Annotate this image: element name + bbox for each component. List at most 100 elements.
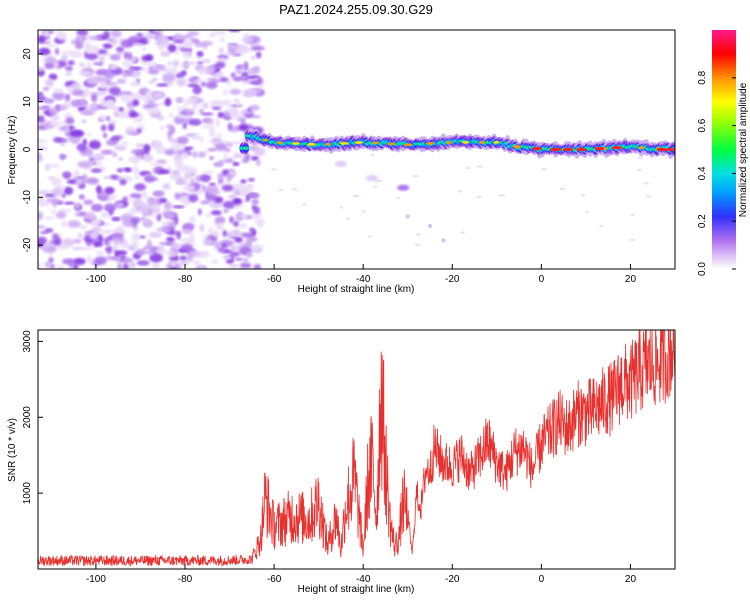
heatmap-cell (132, 43, 144, 47)
heatmap-cell (159, 125, 165, 131)
heatmap-cell (229, 88, 242, 95)
heatmap-cell (110, 245, 120, 250)
heatmap-cell (116, 168, 124, 173)
heatmap-cell (64, 65, 73, 71)
heatmap-cell (405, 214, 410, 219)
heatmap-cell (372, 141, 379, 145)
heatmap-cell (207, 226, 214, 236)
heatmap-cell (134, 183, 146, 191)
heatmap-cell (132, 166, 140, 175)
heatmap-cell (637, 156, 644, 160)
heatmap-cell (60, 154, 65, 161)
heatmap-cell (202, 239, 213, 245)
heatmap-cell (202, 59, 211, 63)
heatmap-cell (99, 80, 108, 90)
y-tick-label: 2000 (22, 406, 33, 429)
heatmap-cell (104, 255, 115, 261)
heatmap-cell (199, 174, 212, 183)
heatmap-cell (203, 170, 214, 175)
heatmap-cell (238, 123, 249, 131)
heatmap-cell (345, 217, 350, 220)
heatmap-cell (226, 49, 238, 56)
x-tick-label: 20 (625, 274, 637, 285)
heatmap-cell (43, 30, 50, 37)
heatmap-cell (61, 192, 66, 199)
heatmap-cell (165, 67, 179, 75)
heatmap-cell (210, 210, 222, 216)
heatmap-cell (86, 148, 94, 158)
snr-panel: -100 -80 -60 -40 -20 0 20 1000 2000 3000 Height … (7, 329, 676, 595)
heatmap-cell (230, 244, 236, 253)
x-tick-label: -20 (445, 274, 460, 285)
heatmap-cell (163, 201, 172, 211)
heatmap-cell (403, 143, 413, 147)
heatmap-cell (131, 240, 140, 249)
heatmap-cell (138, 112, 144, 121)
heatmap-cell (100, 149, 114, 155)
colorbar-tick-label: 0.4 (697, 166, 708, 180)
heatmap-cell (85, 177, 100, 185)
heatmap-cell (75, 176, 86, 180)
heatmap-cell (637, 168, 642, 172)
heatmap-cell (228, 264, 240, 268)
heatmap-cell (65, 117, 75, 125)
heatmap-cell (100, 124, 107, 132)
heatmap-cell (199, 223, 205, 232)
colorbar: 0.0 0.2 0.4 0.6 0.8 Normalized spectral ampl… (697, 30, 749, 276)
heatmap-cell (127, 52, 133, 61)
heatmap-cell (221, 184, 234, 192)
heatmap-cell (152, 262, 160, 269)
y-tick-label: 3000 (22, 330, 33, 353)
heatmap-cell (458, 190, 463, 193)
heatmap-cell (76, 30, 89, 36)
heatmap-cell (167, 44, 177, 53)
heatmap-cell (476, 195, 482, 199)
heatmap-cell (186, 113, 192, 118)
heatmap-cell (53, 237, 62, 246)
heatmap-cell (147, 68, 160, 75)
heatmap-cell (216, 133, 222, 140)
heatmap-cell (89, 231, 99, 240)
heatmap-cell (208, 120, 214, 126)
heatmap-cell (262, 138, 268, 142)
heatmap-cell (240, 232, 254, 238)
heatmap-cell (642, 182, 650, 185)
heatmap-cell (38, 190, 51, 195)
heatmap-cell (175, 72, 185, 79)
heatmap-cell (233, 204, 243, 209)
heatmap-cell (190, 177, 195, 184)
snr-x-label: Height of straight line (km) (298, 584, 415, 595)
spectrogram-x-label: Height of straight line (km) (298, 284, 415, 295)
heatmap-cell (247, 177, 255, 182)
heatmap-cell (118, 157, 124, 161)
heatmap-cell (188, 194, 199, 203)
heatmap-cell (206, 81, 218, 90)
heatmap-cell (74, 212, 83, 217)
heatmap-cell (240, 179, 247, 184)
heatmap-cell (152, 30, 167, 33)
heatmap-cell (78, 70, 93, 76)
heatmap-cell (209, 156, 214, 161)
heatmap-cell (339, 206, 344, 209)
heatmap-cell (179, 260, 190, 266)
x-tick-label: -80 (178, 574, 193, 585)
heatmap-cell (140, 190, 148, 200)
heatmap-cell (182, 39, 194, 49)
heatmap-cell (191, 151, 198, 158)
heatmap-cell (101, 229, 116, 235)
heatmap-cell (43, 98, 55, 104)
heatmap-cell (153, 141, 163, 148)
heatmap-cell (242, 36, 254, 45)
snr-frame (37, 329, 676, 570)
heatmap-cell (576, 147, 587, 152)
colorbar-tick-label: 0.8 (697, 70, 708, 84)
heatmap-cell (91, 218, 102, 226)
heatmap-cell (99, 96, 105, 106)
heatmap-cell (222, 255, 233, 261)
heatmap-cell (116, 78, 127, 84)
heatmap-cell (46, 197, 60, 204)
heatmap-cell (222, 230, 228, 238)
heatmap-cell (370, 153, 375, 157)
heatmap-cell (149, 253, 163, 263)
heatmap-cell (130, 208, 138, 213)
